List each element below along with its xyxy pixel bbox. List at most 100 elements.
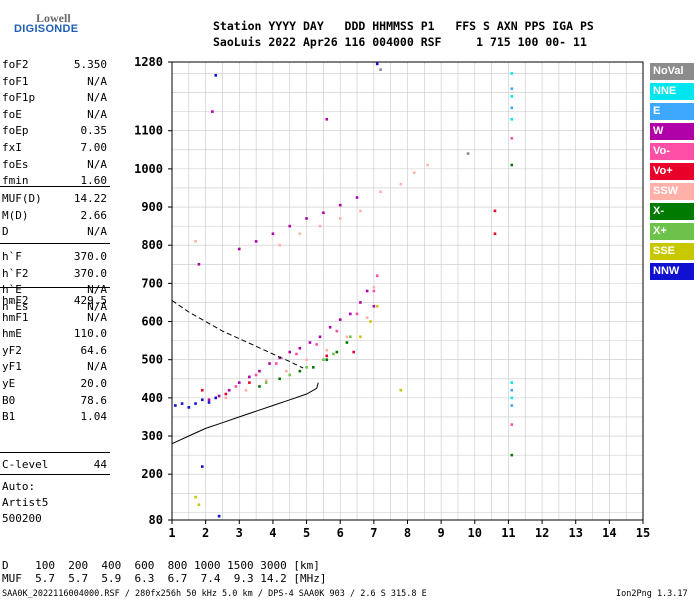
param-row: h`F 370.0 [2, 250, 107, 264]
param-name: D [2, 225, 9, 239]
legend-item: NNW [650, 263, 694, 280]
param-value: 20.0 [80, 377, 108, 390]
data-point-vo [335, 329, 339, 333]
muf-table-distance-row: D 100 200 400 600 800 1000 1500 3000 [km… [2, 559, 320, 572]
param-value: 1.60 [80, 174, 108, 188]
data-point-e [510, 87, 514, 91]
param-row: hmE 110.0 [2, 327, 107, 341]
autoscaling-line1: Auto: [2, 480, 36, 493]
logo-lowell: Lowell [36, 11, 71, 25]
autoscaling-line3: 500200 [2, 512, 42, 525]
param-row: M(D) 2.66 [2, 209, 107, 223]
data-point-x [264, 381, 268, 384]
param-value: N/A [87, 283, 107, 297]
data-point-x [335, 350, 339, 354]
data-point-w [217, 394, 221, 398]
data-point-w [207, 398, 211, 402]
param-row: yF2 64.6 [2, 344, 107, 358]
param-row: foF1p N/A [2, 91, 107, 105]
header-line-1: Station YYYY DAY DDD HHMMSS P1 FFS S AXN… [213, 19, 594, 33]
param-value: 1.04 [80, 410, 108, 424]
param-name: fmin [2, 174, 29, 188]
param-name: B0 [2, 393, 16, 407]
data-point-nnw [174, 404, 177, 407]
divider [0, 474, 110, 475]
legend-item: E [650, 103, 694, 120]
param-name: fxI [2, 141, 22, 154]
param-name: yE [2, 377, 16, 390]
param-name: yF1 [2, 360, 22, 374]
param-name: h`F2 [2, 266, 29, 280]
param-value: 370.0 [73, 250, 107, 263]
data-point-w [328, 325, 332, 329]
profile-curve [171, 382, 319, 445]
logo-digisonde: DIGISONDE [14, 23, 79, 35]
data-point-vo [200, 388, 204, 392]
autoscaling-line2: Artist5 [2, 496, 49, 509]
param-name: foEs [2, 157, 29, 171]
data-point-nne [510, 72, 514, 75]
param-value: 64.6 [80, 343, 108, 357]
data-point-vo [254, 373, 258, 377]
param-name: yF2 [2, 343, 22, 357]
data-point-ssw [359, 209, 362, 213]
param-name: foEp [2, 124, 29, 138]
data-point-vo [248, 381, 251, 384]
param-value: N/A [87, 360, 107, 374]
param-value: N/A [87, 91, 107, 105]
data-point-w [211, 110, 214, 113]
y-tick-label: 900 [141, 200, 163, 214]
data-point-vo [325, 354, 329, 358]
x-tick-label: 12 [535, 526, 549, 540]
topside-profile-curve [171, 300, 304, 369]
data-point-e [510, 404, 514, 407]
divider [0, 186, 110, 187]
data-point-nne [510, 117, 514, 121]
data-point-x [258, 385, 261, 388]
y-tick-label: 1280 [134, 55, 163, 69]
data-point-ssw [285, 369, 288, 373]
x-tick-label: 8 [404, 526, 411, 540]
y-tick-label: 300 [141, 429, 163, 443]
data-point-nnw [375, 62, 379, 66]
x-tick-label: 5 [303, 526, 310, 540]
param-row: hmF1 N/A [2, 311, 107, 325]
data-point-ssw [278, 243, 281, 247]
param-row: fxI 7.00 [2, 141, 107, 155]
data-point-nnw [214, 74, 218, 77]
data-point-w [318, 335, 322, 339]
param-value: N/A [87, 157, 107, 171]
param-row: hmF2 429.5 [2, 294, 107, 308]
legend-item: NNE [650, 83, 694, 100]
x-tick-label: 1 [168, 526, 175, 540]
y-tick-label: 1100 [134, 124, 163, 138]
param-value: N/A [87, 310, 107, 324]
data-point-vo [274, 362, 278, 365]
legend-item: SSE [650, 243, 694, 260]
param-row: MUF(D) 14.22 [2, 192, 107, 206]
param-name: foF2 [2, 58, 29, 71]
data-point-w [365, 289, 369, 293]
param-row: h`F2 370.0 [2, 267, 107, 281]
data-point-w [278, 356, 281, 360]
data-point-ssw [338, 217, 342, 220]
data-point-w [248, 375, 251, 379]
data-point-x [510, 453, 514, 457]
data-point-vo [315, 343, 318, 346]
data-point-w [305, 217, 308, 220]
data-point-ssw [379, 190, 382, 194]
data-point-ssw [345, 335, 349, 339]
y-tick-label: 400 [141, 391, 163, 405]
data-point-vo [234, 385, 238, 388]
param-row: foEs N/A [2, 158, 107, 172]
data-point-noval [466, 152, 470, 155]
param-name: foF1p [2, 91, 36, 105]
data-point-vo [493, 232, 497, 236]
header-line-2: SaoLuis 2022 Apr26 116 004000 RSF 1 715 … [213, 35, 587, 49]
data-point-e [510, 106, 514, 110]
y-tick-label: 80 [149, 513, 163, 527]
data-point-w [227, 388, 231, 392]
param-name: h`F [2, 250, 22, 263]
data-point-nnw [194, 402, 197, 405]
param-value: 5.350 [73, 58, 107, 71]
